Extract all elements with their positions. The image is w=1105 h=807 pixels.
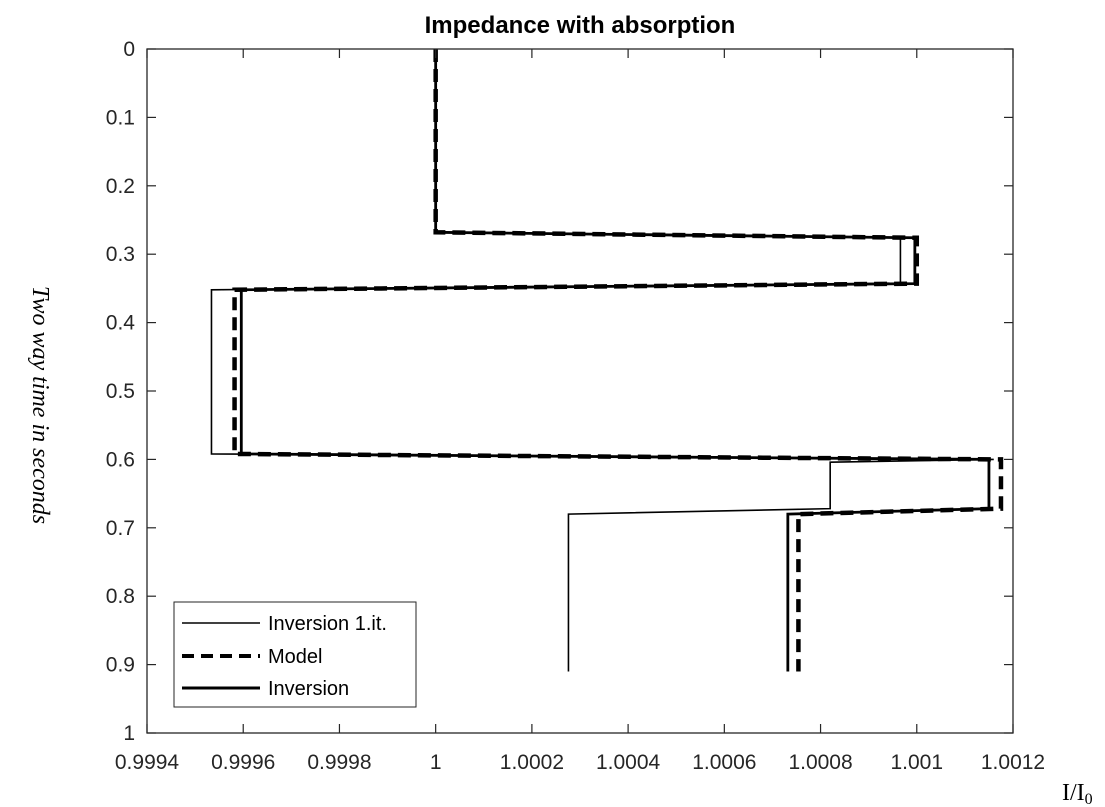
x-tick-label: 1.0012 — [981, 751, 1045, 774]
x-tick-label: 0.9994 — [115, 751, 180, 774]
x-tick-label: 1.0008 — [788, 751, 852, 774]
x-tick-label: 1.001 — [890, 751, 943, 774]
x-tick-label: 1.0002 — [500, 751, 564, 774]
x-tick-label: 1 — [430, 751, 442, 774]
x-tick-label: 1.0004 — [596, 751, 661, 774]
ticks-layer: 0.9994 0.9996 0.9998 1 1.0002 1.0004 1.0006 1.0… — [106, 38, 1045, 774]
y-tick-label: 0.7 — [106, 517, 135, 540]
y-tick-label: 0.4 — [106, 312, 136, 335]
legend-label-inversion-1-it: Inversion 1.it. — [268, 613, 387, 635]
y-tick-label: 0.6 — [106, 448, 135, 471]
y-tick-label: 0.8 — [106, 585, 135, 608]
legend-label-model: Model — [268, 646, 322, 668]
y-tick-label: 0.3 — [106, 243, 135, 266]
series-layer — [210, 49, 1004, 672]
x-axis-label: I/I0 — [1062, 780, 1093, 807]
x-axis-label-sub: 0 — [1085, 791, 1093, 807]
x-tick-label: 0.9998 — [307, 751, 371, 774]
y-tick-label: 0.9 — [106, 654, 135, 677]
series-line-inversion — [239, 49, 991, 672]
y-tick-label: 1 — [123, 722, 135, 745]
legend: Inversion 1.it. Model Inversion — [173, 601, 417, 708]
chart-title: Impedance with absorption — [425, 12, 736, 39]
y-tick-label: 0 — [123, 38, 135, 61]
y-tick-label: 0.1 — [106, 106, 135, 129]
x-axis-label-main: I/I — [1062, 780, 1085, 806]
y-tick-label: 0.5 — [106, 380, 135, 403]
y-tick-label: 0.2 — [106, 175, 135, 198]
legend-label-inversion: Inversion — [268, 678, 349, 700]
x-tick-label: 0.9996 — [211, 751, 275, 774]
y-axis-label: Two way time in seconds — [27, 286, 53, 524]
x-tick-label: 1.0006 — [692, 751, 756, 774]
